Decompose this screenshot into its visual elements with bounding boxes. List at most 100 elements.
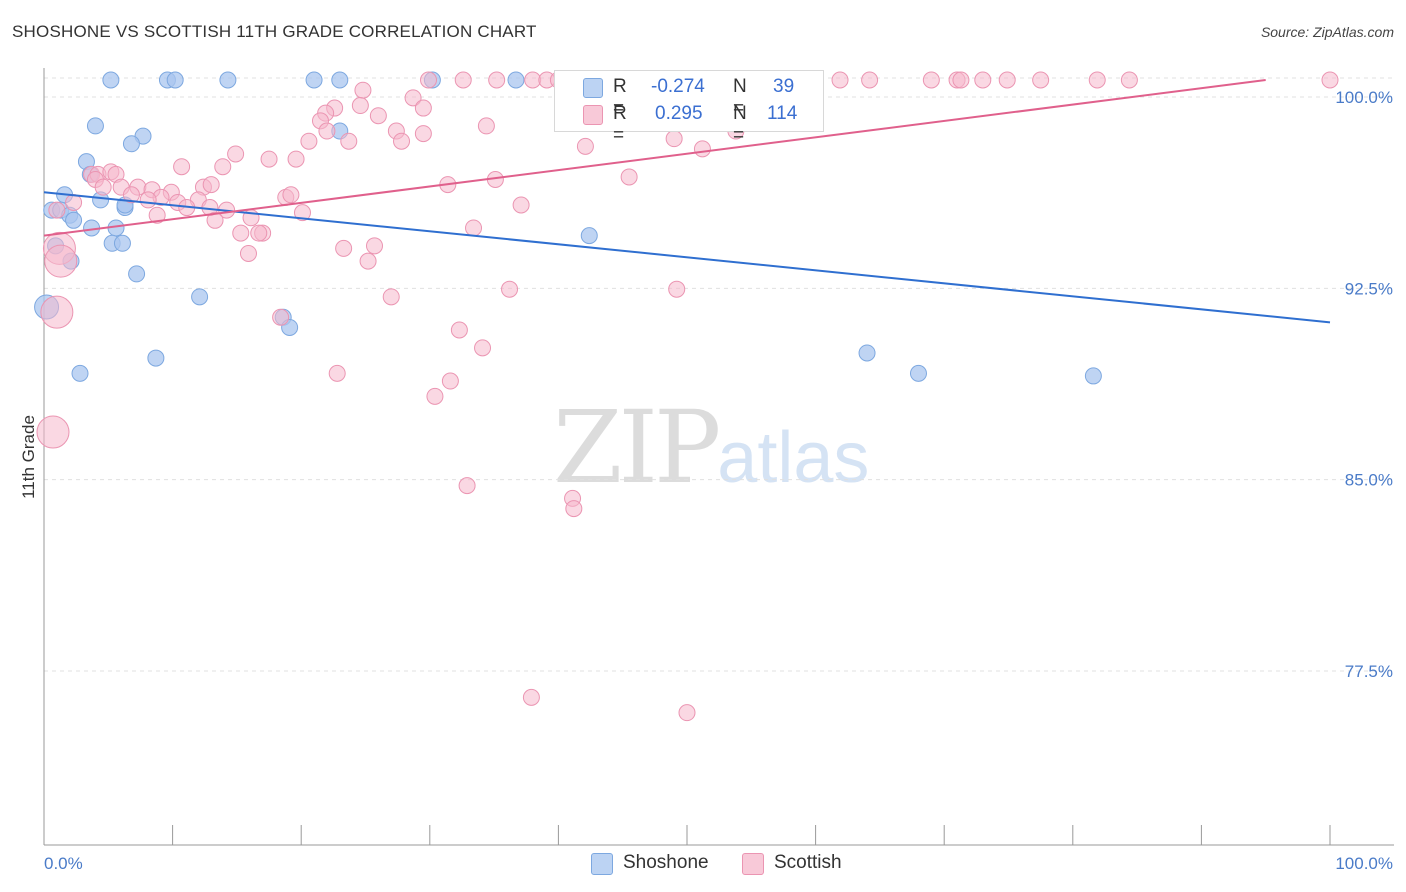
shoshone-point bbox=[858, 344, 876, 362]
shoshone-point bbox=[191, 288, 209, 306]
scottish-point bbox=[668, 280, 686, 298]
bottom-legend-label-scottish: Scottish bbox=[774, 852, 842, 873]
shoshone-point bbox=[507, 71, 525, 89]
legend-r-label: R = bbox=[613, 76, 627, 119]
scottish-point bbox=[232, 224, 250, 242]
scottish-point bbox=[369, 107, 387, 125]
scottish-point bbox=[359, 252, 377, 270]
scottish-point bbox=[393, 132, 411, 150]
watermark: ZIPatlas bbox=[553, 398, 869, 508]
scottish-point bbox=[665, 130, 683, 148]
legend-n-value: 114 bbox=[767, 103, 798, 124]
scottish-point bbox=[620, 168, 638, 186]
scottish-trend-line bbox=[43, 79, 1266, 237]
scottish-point bbox=[576, 137, 594, 155]
shoshone-point bbox=[113, 234, 131, 252]
scottish-point bbox=[512, 196, 530, 214]
scottish-point bbox=[328, 364, 346, 382]
scottish-point bbox=[861, 71, 879, 89]
shoshone-point bbox=[166, 71, 184, 89]
scottish-point bbox=[202, 176, 220, 194]
scottish-point bbox=[501, 280, 519, 298]
scottish-point bbox=[382, 288, 400, 306]
axis-labels: 77.5% 85.0% 92.5% 100.0% 0.0% 100.0% 11th Grad… bbox=[19, 88, 1393, 873]
scottish-point bbox=[952, 71, 970, 89]
scottish-point bbox=[122, 186, 140, 204]
legend-n-value: 39 bbox=[773, 76, 795, 97]
correlation-legend: R = -0.274 N = 39 R = 0.295 N = 114 bbox=[554, 70, 824, 146]
chart-title: SHOSHONE VS SCOTTISH 11TH GRADE CORRELAT… bbox=[12, 22, 537, 41]
scottish-point bbox=[206, 211, 224, 229]
x-tick-label: 0.0% bbox=[44, 854, 83, 873]
scottish-point bbox=[1120, 71, 1138, 89]
legend-r-value: -0.274 bbox=[651, 76, 705, 97]
scottish-point bbox=[282, 186, 300, 204]
shoshone-point bbox=[122, 135, 140, 153]
watermark-zip: ZIP bbox=[553, 389, 721, 506]
scottish-point bbox=[354, 81, 372, 99]
scottish-point bbox=[474, 339, 492, 357]
scottish-point bbox=[458, 477, 476, 495]
shoshone-point bbox=[331, 71, 349, 89]
bottom-legend-swatch-shoshone bbox=[591, 853, 613, 875]
scottish-point bbox=[94, 178, 112, 196]
scottish-point bbox=[465, 219, 483, 237]
scottish-point bbox=[524, 71, 542, 89]
shoshone-point bbox=[147, 349, 165, 367]
chart-source: Source: ZipAtlas.com bbox=[1260, 24, 1394, 40]
scottish-point bbox=[998, 71, 1016, 89]
scottish-point bbox=[260, 150, 278, 168]
x-tick-label: 100.0% bbox=[1335, 854, 1393, 873]
scottish-point bbox=[366, 237, 384, 255]
shoshone-point bbox=[219, 71, 237, 89]
scottish-point bbox=[414, 99, 432, 117]
scottish-point bbox=[450, 321, 468, 339]
scottish-point bbox=[44, 244, 78, 278]
scottish-point bbox=[227, 145, 245, 163]
shoshone-point bbox=[86, 117, 104, 135]
scottish-point bbox=[139, 191, 157, 209]
scottish-point bbox=[300, 132, 318, 150]
scottish-point bbox=[922, 71, 940, 89]
scottish-point bbox=[287, 150, 305, 168]
scottish-point bbox=[351, 97, 369, 115]
shoshone-trend-line bbox=[43, 191, 1331, 324]
shoshone-point bbox=[909, 364, 927, 382]
scottish-points bbox=[36, 71, 1339, 722]
shoshone-point bbox=[305, 71, 323, 89]
scottish-point bbox=[488, 71, 506, 89]
shoshone-point bbox=[102, 71, 120, 89]
scottish-point bbox=[693, 140, 711, 158]
scottish-point bbox=[48, 201, 66, 219]
scottish-point bbox=[214, 158, 232, 176]
scottish-point bbox=[565, 500, 583, 518]
scottish-point bbox=[477, 117, 495, 135]
shoshone-point bbox=[580, 227, 598, 245]
bottom-legend-swatch-scottish bbox=[742, 853, 764, 875]
legend-r-label: R = bbox=[613, 103, 627, 146]
scottish-point bbox=[335, 239, 353, 257]
scottish-point bbox=[340, 132, 358, 150]
shoshone-point bbox=[128, 265, 146, 283]
scottish-point bbox=[173, 158, 191, 176]
y-axis-title: 11th Grade bbox=[19, 415, 38, 499]
legend-n-label: N = bbox=[733, 103, 747, 146]
grid-lines bbox=[44, 77, 1394, 672]
scottish-point bbox=[65, 193, 83, 211]
scottish-point bbox=[148, 206, 166, 224]
scottish-point bbox=[1032, 71, 1050, 89]
scottish-point bbox=[404, 89, 422, 107]
scottish-point bbox=[1088, 71, 1106, 89]
legend-swatch-scottish bbox=[583, 105, 603, 125]
trend-lines bbox=[43, 79, 1331, 324]
shoshone-point bbox=[71, 364, 89, 382]
scottish-point bbox=[36, 415, 70, 449]
scottish-point bbox=[831, 71, 849, 89]
watermark-atlas: atlas bbox=[717, 418, 870, 498]
scottish-point bbox=[441, 372, 459, 390]
shoshone-point bbox=[1084, 367, 1102, 385]
scottish-point bbox=[318, 122, 336, 140]
y-tick-label: 85.0% bbox=[1345, 471, 1393, 490]
scottish-point bbox=[426, 387, 444, 405]
